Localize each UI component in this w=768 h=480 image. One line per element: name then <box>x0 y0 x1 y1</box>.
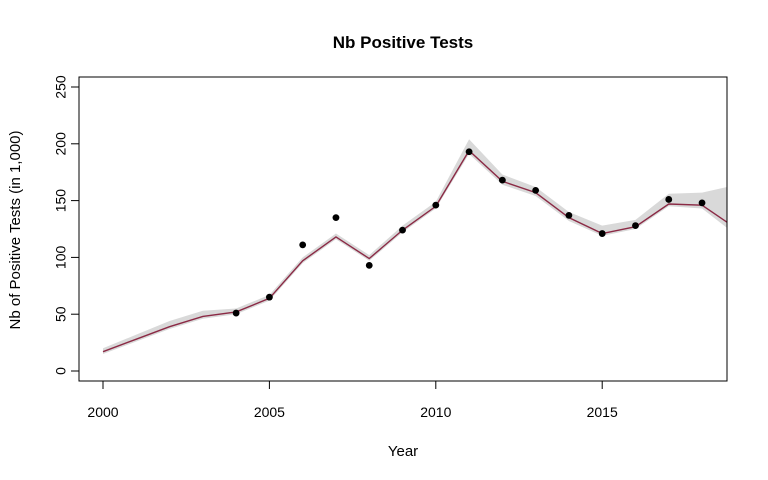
data-point <box>399 226 406 234</box>
y-tick-label: 50 <box>53 306 69 322</box>
data-point <box>266 293 273 301</box>
x-axis: 2000 2005 2010 2015 <box>87 380 618 420</box>
data-point <box>698 199 706 207</box>
data-point <box>365 261 373 269</box>
confidence-band <box>103 139 727 354</box>
data-point <box>498 176 506 184</box>
data-point <box>332 214 340 222</box>
y-tick-label: 150 <box>53 189 69 213</box>
x-tick-label: 2015 <box>587 404 618 420</box>
y-axis: 0 50 100 150 200 250 <box>53 75 80 375</box>
data-point <box>465 148 473 156</box>
fitted-line <box>102 149 727 353</box>
x-tick-label: 2010 <box>420 404 451 420</box>
x-axis-label: Year <box>388 443 418 460</box>
chart-title: Nb Positive Tests <box>333 33 473 52</box>
y-tick-label: 100 <box>53 246 69 270</box>
data-point <box>299 241 307 249</box>
data-point <box>432 201 440 209</box>
data-point <box>665 196 673 203</box>
y-tick-label: 250 <box>53 75 69 99</box>
data-point <box>532 186 540 194</box>
y-tick-label: 200 <box>53 132 69 156</box>
x-tick-label: 2000 <box>87 404 118 420</box>
data-point <box>632 222 639 229</box>
y-axis-label: Nb of Positive Tests (in 1,000) <box>7 131 24 330</box>
plot-area <box>102 139 727 354</box>
x-tick-label: 2005 <box>254 404 285 420</box>
data-point <box>598 230 606 237</box>
data-point <box>232 309 240 317</box>
y-tick-label: 0 <box>53 367 69 375</box>
data-point <box>565 211 573 219</box>
